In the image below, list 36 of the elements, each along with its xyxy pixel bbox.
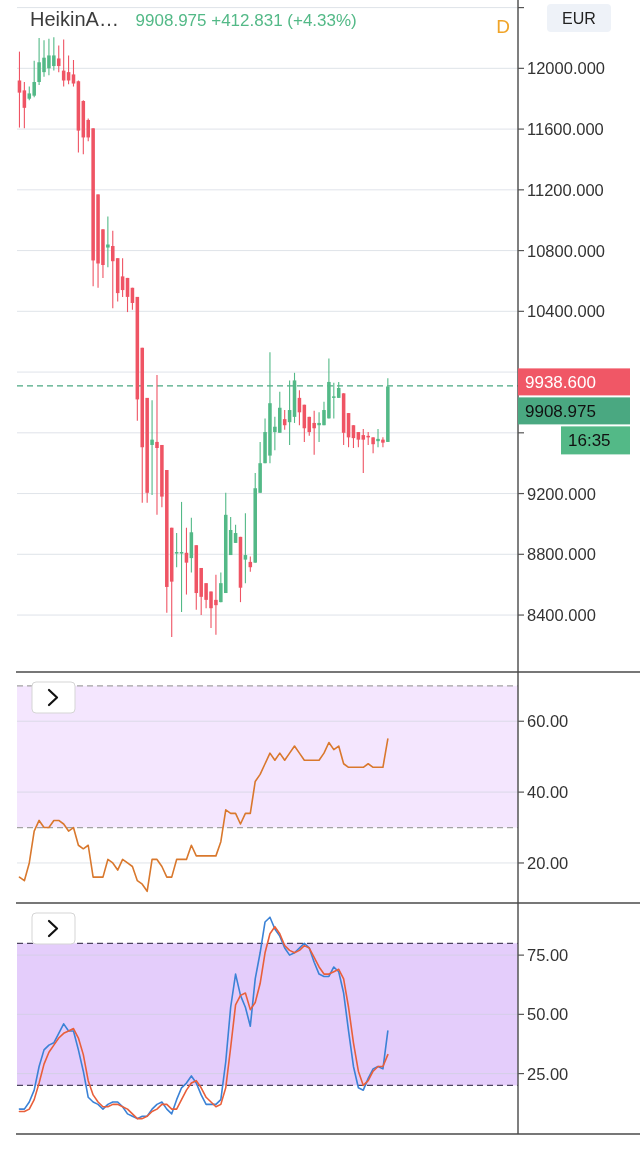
candlestick	[361, 428, 366, 474]
y-tick-label: 8400.000	[527, 606, 596, 625]
line-series	[18, 738, 389, 893]
text: 16:35	[568, 431, 611, 451]
candlestick	[371, 436, 375, 454]
y-tick-label: 8800.000	[527, 545, 596, 564]
candlestick	[381, 436, 385, 448]
candlestick	[179, 501, 184, 613]
text: 9908.975 +412.831 (+4.33%)	[135, 11, 357, 30]
y-tick-label: 40.00	[527, 783, 569, 802]
y-tick-label: 10400.000	[527, 302, 605, 321]
y-tick-label: 11600.000	[527, 120, 604, 139]
ref-line-label: 9908.975	[525, 402, 596, 422]
y-tick-label: 60.00	[527, 712, 569, 731]
candlestick	[111, 230, 115, 309]
text: EUR	[562, 10, 596, 27]
candlestick	[376, 428, 380, 448]
candlestick	[106, 215, 110, 268]
candlestick	[243, 512, 248, 584]
y-tick-label: 9200.000	[527, 484, 596, 503]
chart-title: HeikinA…	[30, 8, 119, 30]
text: 9938.600	[525, 373, 596, 393]
candlestick	[174, 532, 179, 568]
candlestick	[17, 51, 22, 129]
y-tick-label: 12000.000	[527, 59, 605, 78]
y-tick-label: 20.00	[527, 853, 569, 872]
y-tick-label: 10800.000	[527, 241, 605, 260]
y-tick-label: 50.00	[527, 1005, 569, 1024]
y-tick-label: 75.00	[527, 946, 569, 965]
candlestick	[150, 399, 154, 496]
y-tick-label: 11200.000	[527, 180, 604, 199]
candlestick	[32, 60, 36, 98]
annotation: D	[496, 16, 510, 37]
y-tick-label: 25.00	[527, 1064, 569, 1083]
candlestick	[56, 45, 61, 73]
candlestick	[71, 59, 76, 88]
